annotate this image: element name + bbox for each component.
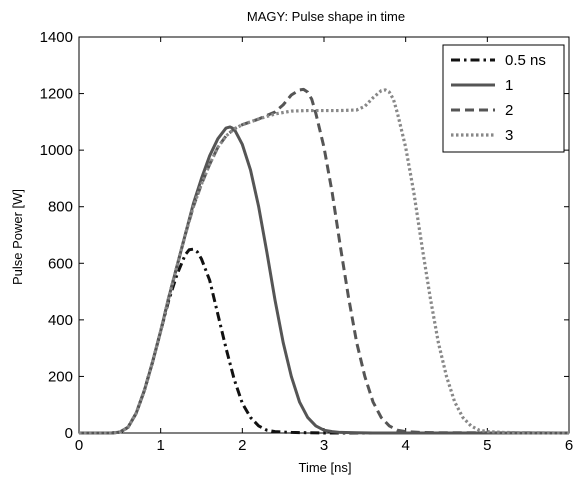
y-tick-label-5: 1000 (40, 142, 73, 159)
legend-label-3: 3 (505, 127, 513, 144)
x-tick-label-1: 1 (156, 437, 164, 454)
y-tick-label-7: 1400 (40, 29, 73, 46)
x-tick-label-2: 2 (238, 437, 246, 454)
x-tick-label-4: 4 (401, 437, 409, 454)
x-axis-label: Time [ns] (299, 460, 352, 475)
series-line-1 (79, 125, 569, 435)
y-tick-label-1: 200 (48, 368, 73, 385)
y-tick-label-6: 1200 (40, 86, 73, 103)
legend-label-2: 2 (505, 102, 513, 119)
x-tick-label-6: 6 (565, 437, 573, 454)
y-tick-label-3: 600 (48, 255, 73, 272)
legend-label-0: 0.5 ns (505, 52, 546, 69)
legend-label-1: 1 (505, 77, 513, 94)
x-tick-label-3: 3 (320, 437, 328, 454)
y-axis-label: Pulse Power [W] (10, 189, 25, 285)
chart-title: MAGY: Pulse shape in time (247, 9, 405, 24)
series-line-3 (79, 88, 570, 435)
plot-area: 0 1 2 3 4 5 6 0 200 400 600 800 1000 1200 1400 0.5 ns 1 2… (40, 29, 574, 454)
y-tick-label-0: 0 (65, 425, 73, 442)
y-tick-label-2: 400 (48, 312, 73, 329)
series-line-0 (79, 247, 569, 435)
x-tick-label-5: 5 (483, 437, 491, 454)
y-tick-label-4: 800 (48, 199, 73, 216)
x-tick-label-0: 0 (75, 437, 83, 454)
